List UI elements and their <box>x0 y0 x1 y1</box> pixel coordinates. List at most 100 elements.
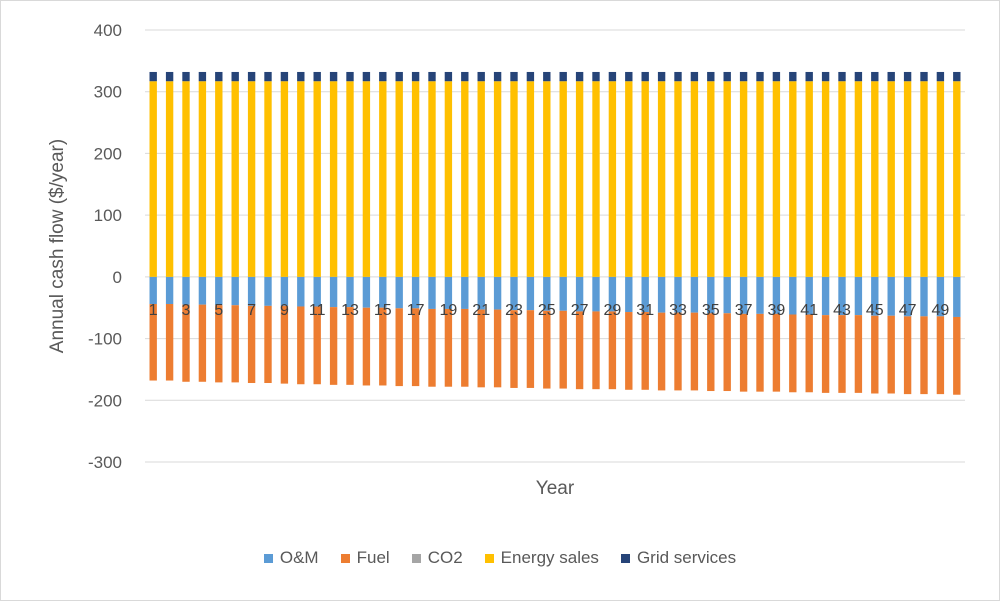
bar-o-m-year-10 <box>297 276 305 307</box>
y-axis-ticks: 400 300 200 100 0 -100 -200 -300 <box>88 21 122 472</box>
bar-o-m-year-9 <box>280 276 289 306</box>
bar-fuel-year-20 <box>461 308 469 387</box>
x-category-label: 45 <box>866 302 884 319</box>
x-category-label: 7 <box>247 302 256 319</box>
bar-energy-sales-year-33 <box>674 81 682 277</box>
bar-o-m-year-28 <box>592 276 600 312</box>
legend-swatch-om <box>263 553 273 563</box>
x-category-label: 47 <box>899 302 917 319</box>
bar-grid-services-year-15 <box>379 71 387 82</box>
x-category-label: 43 <box>833 302 851 319</box>
bar-fuel-year-31 <box>641 312 649 390</box>
bar-energy-sales-year-20 <box>461 81 469 277</box>
bar-energy-sales-year-6 <box>231 81 239 277</box>
bar-energy-sales-year-8 <box>264 81 272 277</box>
x-category-label: 17 <box>407 302 425 319</box>
x-axis-categories: 1 3 5 7 9 11 13 15 17 19 21 23 25 27 29 31 33 35 37 39 41 43 4… <box>149 302 950 319</box>
bar-fuel-year-35 <box>707 313 715 392</box>
bar-fuel-year-5 <box>215 305 223 383</box>
bar-o-m-year-6 <box>231 276 239 306</box>
bar-energy-sales-year-50 <box>953 81 961 277</box>
bar-fuel-year-17 <box>411 308 420 387</box>
bar-energy-sales-year-42 <box>821 81 830 277</box>
bar-grid-services-year-50 <box>953 71 961 82</box>
y-tick-label: 100 <box>94 206 122 225</box>
bar-energy-sales-year-1 <box>149 81 157 277</box>
bar-energy-sales-year-47 <box>903 81 912 277</box>
x-category-label: 39 <box>768 302 786 319</box>
bar-o-m-year-12 <box>329 276 338 308</box>
y-tick-label: -300 <box>88 453 122 472</box>
bar-fuel-year-43 <box>838 315 846 393</box>
bar-fuel-year-24 <box>526 310 535 388</box>
bar-fuel-year-8 <box>264 305 272 384</box>
bar-energy-sales-year-27 <box>575 81 584 277</box>
x-category-label: 37 <box>735 302 753 319</box>
bar-grid-services-year-2 <box>165 71 174 82</box>
bar-o-m-year-48 <box>920 276 928 317</box>
bar-grid-services-year-44 <box>854 71 863 82</box>
bar-fuel-year-10 <box>297 306 305 385</box>
bar-fuel-year-38 <box>756 313 764 392</box>
bar-energy-sales-year-13 <box>346 81 354 277</box>
bar-energy-sales-year-14 <box>362 81 371 277</box>
bar-fuel-year-29 <box>608 311 617 390</box>
bar-grid-services-year-7 <box>247 71 256 82</box>
bar-fuel-year-14 <box>362 307 371 386</box>
bar-energy-sales-year-15 <box>379 81 387 277</box>
bar-o-m-year-31 <box>641 276 649 313</box>
legend-item-om: O&M <box>263 548 319 568</box>
y-tick-label: 0 <box>113 268 122 287</box>
bar-grid-services-year-32 <box>657 71 666 82</box>
bar-fuel-year-33 <box>674 312 682 391</box>
bar-fuel-year-39 <box>772 313 781 392</box>
bar-fuel-year-6 <box>231 305 239 383</box>
bar-grid-services-year-9 <box>280 71 289 82</box>
bar-energy-sales-year-34 <box>690 81 699 277</box>
bar-grid-services-year-35 <box>707 71 715 82</box>
bar-o-m-year-49 <box>936 276 945 317</box>
bar-fuel-year-1 <box>149 304 157 381</box>
bar-o-m-year-36 <box>723 276 731 314</box>
bar-fuel-year-22 <box>493 309 502 388</box>
legend-label-om: O&M <box>279 548 319 567</box>
bar-energy-sales-year-21 <box>477 81 485 277</box>
bar-grid-services-year-8 <box>264 71 272 82</box>
x-category-label: 23 <box>505 302 523 319</box>
bar-o-m-year-13 <box>346 276 354 308</box>
bar-grid-services-year-42 <box>821 71 830 82</box>
bar-fuel-year-45 <box>871 315 879 394</box>
x-category-label: 33 <box>669 302 687 319</box>
bar-grid-services-year-27 <box>575 71 584 82</box>
bar-o-m-year-19 <box>444 276 453 309</box>
bar-energy-sales-year-45 <box>871 81 879 277</box>
bar-grid-services-year-46 <box>887 71 895 82</box>
bar-o-m-year-43 <box>838 276 846 316</box>
bar-fuel-year-12 <box>329 307 338 385</box>
bar-fuel-year-32 <box>657 312 666 391</box>
x-category-label: 11 <box>309 302 326 319</box>
bar-energy-sales-year-3 <box>182 81 190 277</box>
bar-fuel-year-27 <box>575 311 584 390</box>
bar-o-m-year-32 <box>657 276 666 313</box>
bar-energy-sales-year-29 <box>608 81 617 277</box>
bar-grid-services-year-26 <box>559 71 567 82</box>
bar-o-m-year-29 <box>608 276 617 312</box>
y-tick-label: -200 <box>88 391 122 410</box>
bar-o-m-year-35 <box>707 276 715 314</box>
bar-fuel-year-49 <box>936 316 945 395</box>
x-category-label: 35 <box>702 302 720 319</box>
bar-grid-services-year-13 <box>346 71 354 82</box>
bar-energy-sales-year-7 <box>247 81 256 277</box>
bar-o-m-year-50 <box>953 276 961 317</box>
bar-energy-sales-year-10 <box>297 81 305 277</box>
bar-grid-services-year-45 <box>871 71 879 82</box>
bar-o-m-year-2 <box>165 276 174 305</box>
bar-o-m-year-7 <box>247 276 256 306</box>
y-tick-label: -100 <box>88 330 122 349</box>
bar-o-m-year-41 <box>805 276 813 315</box>
x-category-label: 49 <box>932 302 950 319</box>
bar-grid-services-year-24 <box>526 71 535 82</box>
legend-swatch-co2 <box>411 553 421 563</box>
bar-series <box>149 71 961 395</box>
